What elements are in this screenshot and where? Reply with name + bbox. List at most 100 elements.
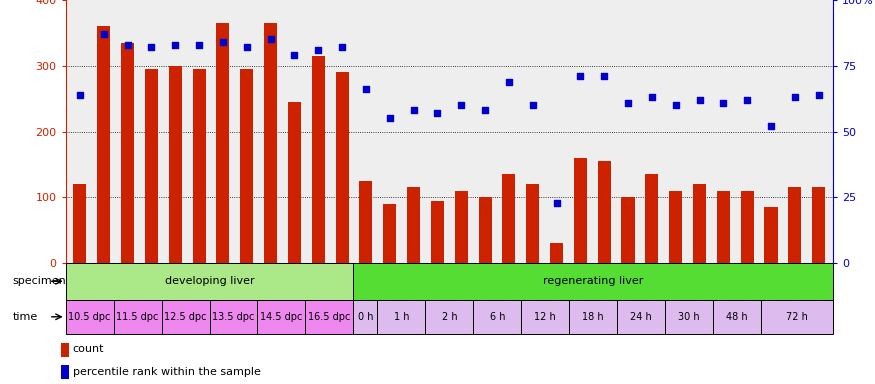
Point (740, 97, 754, 103)
Point (216, 39, 230, 45)
Bar (121, 43, 134, 263)
Point (382, 115, 396, 121)
Text: percentile rank within the sample: percentile rank within the sample (73, 366, 261, 377)
Bar (479, 197, 492, 263)
Point (598, 73, 612, 79)
Point (335, 44, 349, 50)
Bar (61, 365, 69, 379)
Bar (288, 102, 301, 263)
Bar (335, 72, 348, 263)
Bar (812, 187, 825, 263)
Bar (740, 191, 753, 263)
Text: 16.5 dpc: 16.5 dpc (308, 312, 351, 322)
Bar (305, 300, 354, 334)
Point (717, 99, 731, 106)
Bar (574, 158, 587, 263)
Point (287, 52, 301, 58)
Bar (216, 23, 229, 263)
Bar (360, 181, 373, 263)
Text: 12.5 dpc: 12.5 dpc (164, 312, 206, 322)
Text: 10.5 dpc: 10.5 dpc (68, 312, 111, 322)
Text: 11.5 dpc: 11.5 dpc (116, 312, 158, 322)
Point (407, 108, 421, 114)
Bar (145, 69, 158, 263)
Bar (162, 300, 209, 334)
Bar (455, 191, 468, 263)
Bar (192, 69, 206, 263)
Text: regenerating liver: regenerating liver (543, 276, 643, 286)
Point (144, 44, 158, 50)
Point (668, 102, 682, 108)
Bar (765, 207, 778, 263)
Text: developing liver: developing liver (164, 276, 255, 286)
Bar (66, 263, 354, 300)
Bar (430, 200, 444, 263)
Bar (526, 184, 539, 263)
Bar (788, 187, 802, 263)
Bar (669, 191, 682, 263)
Point (812, 92, 826, 98)
Point (240, 44, 254, 50)
Bar (621, 197, 634, 263)
Bar (598, 161, 611, 263)
Point (573, 73, 587, 79)
Bar (646, 174, 658, 263)
Point (312, 47, 326, 53)
Text: 48 h: 48 h (726, 312, 748, 322)
Text: 72 h: 72 h (786, 312, 808, 322)
Text: 14.5 dpc: 14.5 dpc (260, 312, 303, 322)
Text: 6 h: 6 h (489, 312, 505, 322)
Bar (209, 300, 257, 334)
Point (550, 199, 564, 205)
Point (168, 41, 182, 48)
Bar (693, 184, 706, 263)
Point (359, 86, 373, 93)
Text: 13.5 dpc: 13.5 dpc (213, 312, 255, 322)
Point (192, 41, 206, 48)
Point (97, 31, 111, 37)
Bar (74, 184, 87, 263)
Bar (425, 300, 473, 334)
Bar (97, 26, 110, 263)
Text: 12 h: 12 h (535, 312, 556, 322)
Text: 1 h: 1 h (394, 312, 410, 322)
Point (454, 102, 468, 108)
Text: 30 h: 30 h (678, 312, 700, 322)
Point (526, 102, 540, 108)
Bar (473, 300, 522, 334)
Bar (717, 191, 730, 263)
Bar (570, 300, 617, 334)
Text: time: time (13, 312, 38, 322)
Bar (66, 300, 114, 334)
Point (764, 123, 778, 129)
Bar (407, 187, 420, 263)
Bar (312, 56, 325, 263)
Bar (264, 23, 277, 263)
Bar (522, 300, 570, 334)
Bar (241, 69, 253, 263)
Point (645, 94, 659, 100)
Point (502, 78, 516, 84)
Bar (61, 343, 69, 356)
Point (263, 36, 277, 43)
Text: 24 h: 24 h (630, 312, 652, 322)
Point (478, 108, 492, 114)
Point (788, 94, 802, 100)
Text: 2 h: 2 h (442, 312, 457, 322)
Bar (257, 300, 305, 334)
Bar (377, 300, 425, 334)
Point (430, 110, 444, 116)
Point (121, 41, 135, 48)
Point (73, 92, 87, 98)
Point (621, 99, 635, 106)
Text: specimen: specimen (13, 276, 66, 286)
Bar (713, 300, 761, 334)
Text: 0 h: 0 h (358, 312, 373, 322)
Bar (502, 174, 515, 263)
Text: count: count (73, 344, 104, 354)
Bar (169, 66, 182, 263)
Text: 18 h: 18 h (583, 312, 604, 322)
Bar (761, 300, 833, 334)
Bar (354, 263, 833, 300)
Bar (665, 300, 713, 334)
